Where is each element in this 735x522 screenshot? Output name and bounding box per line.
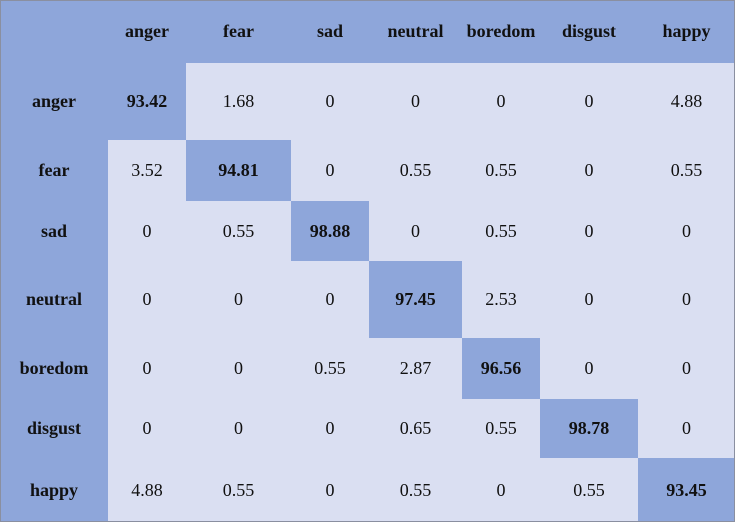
- cell-boredom-anger: 0: [108, 338, 186, 399]
- cell-neutral-fear: 0: [186, 261, 291, 338]
- cell-sad-neutral: 0: [369, 201, 462, 261]
- col-header-fear: fear: [186, 0, 291, 63]
- cell-neutral-disgust: 0: [540, 261, 638, 338]
- col-header-neutral: neutral: [369, 0, 462, 63]
- cell-disgust-happy: 0: [638, 399, 735, 458]
- col-header-disgust: disgust: [540, 0, 638, 63]
- cell-neutral-neutral: 97.45: [369, 261, 462, 338]
- cell-fear-anger: 3.52: [108, 140, 186, 201]
- row-header-happy: happy: [0, 458, 108, 522]
- matrix-row-neutral: neutral 0 0 0 97.45 2.53 0 0: [0, 261, 735, 338]
- cell-disgust-anger: 0: [108, 399, 186, 458]
- cell-sad-sad: 98.88: [291, 201, 369, 261]
- cell-boredom-sad: 0.55: [291, 338, 369, 399]
- col-header-happy: happy: [638, 0, 735, 63]
- cell-sad-anger: 0: [108, 201, 186, 261]
- matrix-row-anger: anger 93.42 1.68 0 0 0 0 4.88: [0, 63, 735, 140]
- matrix-row-happy: happy 4.88 0.55 0 0.55 0 0.55 93.45: [0, 458, 735, 522]
- cell-disgust-neutral: 0.65: [369, 399, 462, 458]
- col-header-boredom: boredom: [462, 0, 540, 63]
- col-header-anger: anger: [108, 0, 186, 63]
- cell-sad-fear: 0.55: [186, 201, 291, 261]
- matrix-row-disgust: disgust 0 0 0 0.65 0.55 98.78 0: [0, 399, 735, 458]
- row-header-anger: anger: [0, 63, 108, 140]
- cell-anger-neutral: 0: [369, 63, 462, 140]
- cell-anger-happy: 4.88: [638, 63, 735, 140]
- matrix-row-sad: sad 0 0.55 98.88 0 0.55 0 0: [0, 201, 735, 261]
- matrix-row-fear: fear 3.52 94.81 0 0.55 0.55 0 0.55: [0, 140, 735, 201]
- cell-boredom-happy: 0: [638, 338, 735, 399]
- cell-happy-happy: 93.45: [638, 458, 735, 522]
- cell-happy-boredom: 0: [462, 458, 540, 522]
- cell-happy-anger: 4.88: [108, 458, 186, 522]
- cell-disgust-disgust: 98.78: [540, 399, 638, 458]
- cell-neutral-anger: 0: [108, 261, 186, 338]
- cell-sad-boredom: 0.55: [462, 201, 540, 261]
- cell-happy-neutral: 0.55: [369, 458, 462, 522]
- cell-neutral-happy: 0: [638, 261, 735, 338]
- cell-anger-fear: 1.68: [186, 63, 291, 140]
- cell-neutral-sad: 0: [291, 261, 369, 338]
- cell-fear-fear: 94.81: [186, 140, 291, 201]
- row-header-fear: fear: [0, 140, 108, 201]
- cell-anger-anger: 93.42: [108, 63, 186, 140]
- cell-happy-fear: 0.55: [186, 458, 291, 522]
- cell-boredom-boredom: 96.56: [462, 338, 540, 399]
- row-header-sad: sad: [0, 201, 108, 261]
- col-header-sad: sad: [291, 0, 369, 63]
- cell-neutral-boredom: 2.53: [462, 261, 540, 338]
- row-header-boredom: boredom: [0, 338, 108, 399]
- cell-happy-sad: 0: [291, 458, 369, 522]
- cell-boredom-fear: 0: [186, 338, 291, 399]
- matrix-row-boredom: boredom 0 0 0.55 2.87 96.56 0 0: [0, 338, 735, 399]
- cell-fear-neutral: 0.55: [369, 140, 462, 201]
- cell-sad-happy: 0: [638, 201, 735, 261]
- cell-fear-disgust: 0: [540, 140, 638, 201]
- row-header-neutral: neutral: [0, 261, 108, 338]
- cell-disgust-fear: 0: [186, 399, 291, 458]
- cell-disgust-sad: 0: [291, 399, 369, 458]
- header-row: anger fear sad neutral boredom disgust h…: [0, 0, 735, 63]
- cell-fear-happy: 0.55: [638, 140, 735, 201]
- cell-happy-disgust: 0.55: [540, 458, 638, 522]
- cell-boredom-disgust: 0: [540, 338, 638, 399]
- cell-fear-sad: 0: [291, 140, 369, 201]
- cell-sad-disgust: 0: [540, 201, 638, 261]
- cell-boredom-neutral: 2.87: [369, 338, 462, 399]
- cell-anger-boredom: 0: [462, 63, 540, 140]
- corner-cell: [0, 0, 108, 63]
- cell-anger-disgust: 0: [540, 63, 638, 140]
- row-header-disgust: disgust: [0, 399, 108, 458]
- cell-anger-sad: 0: [291, 63, 369, 140]
- cell-fear-boredom: 0.55: [462, 140, 540, 201]
- cell-disgust-boredom: 0.55: [462, 399, 540, 458]
